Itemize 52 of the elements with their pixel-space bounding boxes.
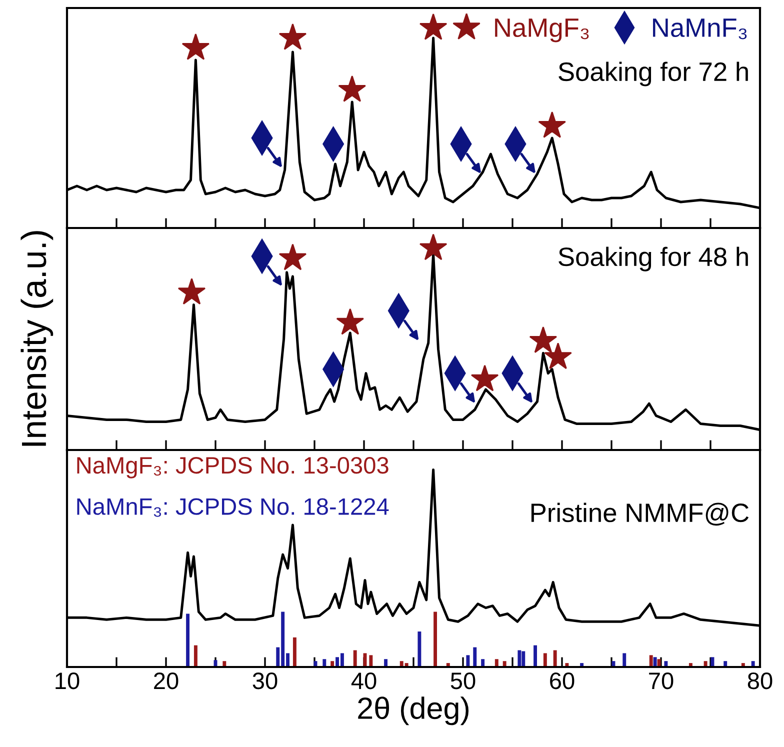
x-tick-label: 70 — [649, 672, 674, 690]
annotation: NaMnF₃: JCPDS No. 18-1224 — [77, 498, 389, 517]
x-axis-title: 2θ (deg) — [358, 696, 469, 726]
bar — [322, 659, 326, 667]
point — [278, 23, 307, 50]
bar — [194, 645, 198, 667]
point — [182, 33, 210, 60]
x-tick-label: 60 — [550, 672, 574, 690]
bar — [384, 659, 388, 667]
point — [278, 244, 307, 270]
point — [338, 75, 366, 102]
bar — [543, 653, 547, 667]
point — [470, 364, 499, 392]
annotation: Soaking for 48 h — [558, 246, 748, 272]
x-tick-label: 10 — [56, 672, 80, 690]
x-tick-label: 20 — [154, 672, 178, 690]
point — [538, 111, 566, 138]
annotation: Soaking for 72 h — [558, 62, 748, 86]
bar — [657, 659, 661, 667]
x-tick-label: 50 — [450, 672, 476, 690]
bar — [473, 647, 477, 667]
x-tick-label: 40 — [351, 672, 376, 690]
bar — [418, 631, 422, 667]
legend-label: NaMgF₃ — [495, 18, 589, 42]
point — [336, 308, 364, 335]
bar — [649, 655, 653, 667]
bar — [481, 659, 485, 667]
bar — [292, 637, 296, 667]
y-axis-title: Intensity (a.u.) — [20, 231, 54, 446]
legend-label: NaMnF₃ — [653, 18, 747, 40]
bar — [653, 657, 657, 667]
point — [544, 342, 572, 370]
bar — [553, 650, 557, 667]
bar — [186, 614, 190, 667]
bar — [710, 657, 714, 667]
x-tick-label: 80 — [748, 672, 772, 690]
bar — [466, 655, 470, 667]
bar — [494, 659, 498, 667]
point — [419, 234, 448, 260]
bar — [534, 645, 538, 667]
bar — [353, 650, 357, 667]
bar — [369, 655, 373, 667]
annotation: NaMgF₃: JCPDS No. 13-0303 — [77, 456, 388, 478]
point — [178, 278, 206, 305]
bar — [518, 650, 522, 667]
x-tick-label: 30 — [252, 672, 278, 690]
point — [529, 326, 558, 353]
point — [419, 13, 448, 40]
bar — [622, 653, 626, 667]
annotation: Pristine NMMF@C — [531, 502, 749, 526]
bar — [522, 651, 526, 667]
bar — [434, 612, 438, 667]
